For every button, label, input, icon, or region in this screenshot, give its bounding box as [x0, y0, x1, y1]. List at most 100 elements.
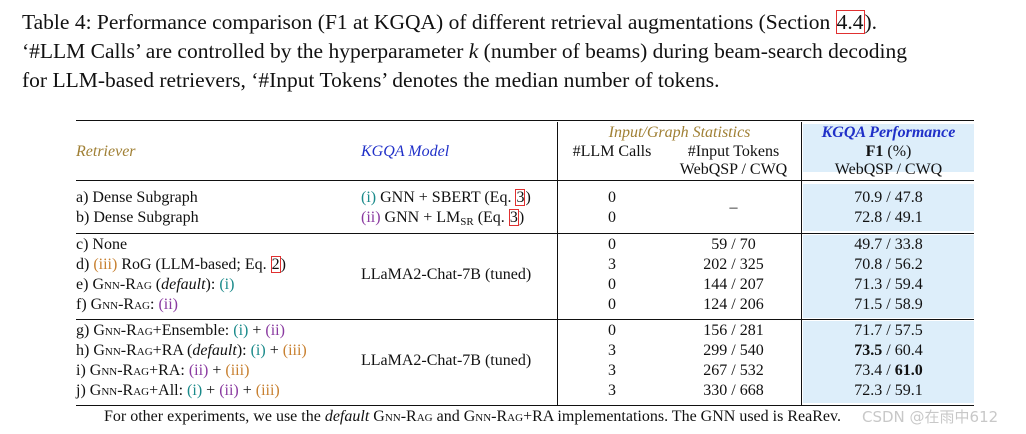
table-row-h-calls: 3	[608, 342, 616, 359]
plus-sign: +	[238, 382, 256, 399]
plus-sign: +	[248, 322, 266, 339]
method-mark-ii: (ii)	[188, 362, 209, 379]
table-row-e-calls: 0	[608, 276, 616, 293]
table-row-e-f1: 71.3 / 59.4	[854, 276, 923, 293]
f1-unit: (%)	[883, 143, 912, 160]
plus-sign: +	[202, 382, 220, 399]
perf-group1-bg	[803, 184, 974, 231]
equation-ref-link[interactable]: 2	[270, 256, 281, 273]
score-separator: /	[882, 362, 895, 379]
table-row-h-retriever: h) Gnn-Rag+RA (default): (i) + (iii)	[76, 341, 307, 361]
table-row-f-calls: 0	[608, 296, 616, 313]
method-mark-ii: (ii)	[158, 296, 178, 313]
table-row-j-calls: 3	[608, 382, 616, 399]
caption-line-1: Table 4: Performance comparison (F1 at K…	[22, 8, 1022, 37]
equation-ref-link[interactable]: 3	[508, 209, 519, 226]
retriever-header: Retriever	[76, 143, 136, 160]
default-tag: default	[161, 276, 206, 293]
input-tokens-subheader: WebQSP / CWQ	[679, 161, 788, 178]
score-separator: /	[882, 342, 895, 359]
table-row-j-retriever: j) Gnn-Rag+All: (i) + (ii) + (iii)	[76, 381, 280, 401]
table-row-i-calls: 3	[608, 362, 616, 379]
table-row-i-f1: 73.4 / 61.0	[803, 361, 974, 381]
caption-text: ).	[864, 10, 878, 34]
retriever-text: :	[150, 296, 159, 313]
table-row-i-tokens: 267 / 532	[703, 362, 764, 379]
model-text: (Eq.	[473, 209, 509, 226]
table-group1-tokens: –	[729, 199, 738, 216]
table-row-h-tokens: 299 / 540	[703, 342, 764, 359]
table-row-a-model: (i) GNN + SBERT (Eq. 3)	[361, 188, 531, 208]
group-rule-2	[76, 319, 974, 320]
row-letter: e)	[76, 276, 93, 293]
f1-label: F1	[865, 143, 884, 160]
table-row-b-model: (ii) GNN + LMSR (Eq. 3)	[361, 208, 524, 232]
table-row-d-calls: 3	[608, 256, 616, 273]
method-name: Gnn-Rag	[89, 382, 150, 399]
method-mark-i: (i)	[250, 342, 266, 359]
perf-header-bg	[803, 124, 974, 172]
table-row-e-tokens: 144 / 207	[703, 276, 764, 293]
table-row-j-f1: 72.3 / 59.1	[854, 382, 923, 399]
row-letter: i)	[76, 362, 90, 379]
table-row-i-retriever: i) Gnn-Rag+RA: (ii) + (iii)	[76, 361, 249, 381]
method-name: Gnn-Rag	[463, 408, 524, 425]
caption-line-3: for LLM-based retrievers, ‘#Input Tokens…	[22, 68, 720, 92]
row-letter: d)	[76, 256, 94, 273]
table-row-c-tokens: 59 / 70	[711, 236, 756, 253]
retriever-text: +RA (	[152, 342, 193, 359]
method-mark-iii: (iii)	[225, 362, 250, 379]
perf-group2-bg	[803, 235, 974, 318]
table-row-e-retriever: e) Gnn-Rag (default): (i)	[76, 275, 234, 295]
table-row-f-f1: 71.5 / 58.9	[854, 296, 923, 313]
f1-subheader: WebQSP / CWQ	[834, 161, 943, 178]
table-row-c-f1: 49.7 / 33.8	[854, 236, 923, 253]
table-row-g-retriever: g) Gnn-Rag+Ensemble: (i) + (ii)	[76, 321, 285, 341]
top-rule	[76, 120, 974, 121]
retriever-text: +Ensemble:	[152, 322, 234, 339]
model-text: GNN + SBERT (Eq.	[376, 189, 516, 206]
method-mark-i: (i)	[233, 322, 249, 339]
equation-ref-link[interactable]: 3	[515, 189, 526, 206]
table-row-a-f1: 70.9 / 47.8	[854, 189, 923, 206]
method-name: Gnn-Rag	[93, 322, 153, 339]
table-group2-model: LLaMA2-Chat-7B (tuned)	[361, 266, 532, 283]
default-tag: default	[324, 408, 370, 425]
plus-sign: +	[208, 362, 226, 379]
method-mark-iii: (iii)	[255, 382, 280, 399]
performance-table: Retriever KGQA Model Input/Graph Statist…	[76, 118, 974, 408]
score: 73.4	[854, 362, 883, 379]
method-mark-i: (i)	[219, 276, 235, 293]
table-caption: Table 4: Performance comparison (F1 at K…	[22, 8, 1022, 95]
column-divider-1	[557, 122, 558, 405]
table-row-d-tokens: 202 / 325	[703, 256, 764, 273]
method-mark-iii: (iii)	[93, 256, 118, 273]
model-text: GNN + LM	[380, 209, 461, 226]
table-row-b-f1: 72.8 / 49.1	[854, 209, 923, 226]
table-row-d-retriever: d) (iii) RoG (LLM-based; Eq. 2)	[76, 255, 286, 275]
table-row-c-retriever: c) None	[76, 236, 128, 253]
row-letter: f)	[76, 296, 91, 313]
llm-calls-header: #LLM Calls	[572, 143, 652, 160]
footnote-text: +RA implementations. The GNN used is Rea…	[523, 408, 841, 425]
retriever-text: )	[280, 256, 286, 273]
table-row-g-tokens: 156 / 281	[703, 322, 764, 339]
method-mark-i: (i)	[361, 189, 377, 206]
table-footnote: For other experiments, we use the defaul…	[104, 406, 841, 428]
method-name: Gnn-Rag	[89, 362, 150, 379]
caption-variable: k	[468, 39, 479, 63]
method-mark-i: (i)	[187, 382, 203, 399]
retriever-text: RoG (LLM-based; Eq.	[117, 256, 271, 273]
table-row-f-retriever: f) Gnn-Rag: (ii)	[76, 295, 178, 315]
row-letter: g)	[76, 322, 94, 339]
method-mark-iii: (iii)	[282, 342, 307, 359]
score: 60.4	[894, 342, 923, 359]
model-text: )	[518, 209, 525, 226]
row-letter: h)	[76, 342, 94, 359]
method-name: Gnn-Rag	[373, 408, 433, 425]
table-row-g-f1: 71.7 / 57.5	[854, 322, 923, 339]
retriever-text: +RA:	[149, 362, 189, 379]
caption-line-2: ‘#LLM Calls’ are controlled by the hyper…	[22, 37, 1022, 66]
section-ref-link[interactable]: 4.4	[835, 10, 865, 34]
table-row-d-f1: 70.8 / 56.2	[854, 256, 923, 273]
